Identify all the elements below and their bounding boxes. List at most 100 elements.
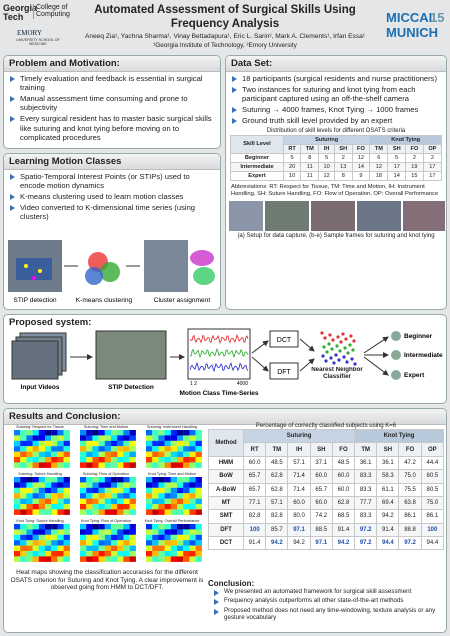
- heatmap-cell: [152, 430, 159, 436]
- heatmap-cell: [26, 534, 33, 541]
- scatter-dot: [353, 362, 357, 366]
- heatmap-cell: [152, 477, 159, 483]
- table-cell: 80.0: [287, 509, 311, 524]
- heatmap-cell: [38, 524, 46, 530]
- heatmap-cell: [117, 498, 124, 505]
- heatmap-cell: [170, 446, 178, 452]
- heatmap-cell: [51, 430, 58, 436]
- heatmap-cell: [92, 451, 99, 458]
- heatmap-cell: [129, 540, 136, 546]
- heatmap-cell: [57, 551, 64, 557]
- heatmap-cell: [164, 545, 171, 552]
- heatmap-cell: [146, 487, 153, 494]
- bullet: Manual assessment time consuming and pro…: [10, 94, 215, 112]
- heatmap-cell: [189, 493, 196, 499]
- heatmap-cell: [146, 545, 153, 552]
- heatmap-cell: [26, 482, 33, 488]
- heatmap-cell: [152, 451, 159, 458]
- heatmap-cell: [195, 440, 202, 447]
- heatmap-cell: [20, 457, 27, 463]
- table-cell: 60.0: [309, 469, 333, 484]
- bullet-list: Spatio-Temporal Interest Points (or STIP…: [4, 172, 220, 222]
- heatmap-cell: [14, 457, 21, 463]
- table-cell: 2: [333, 152, 353, 163]
- heatmap-cell: [104, 534, 112, 541]
- table-cell: 62.8: [265, 469, 289, 484]
- pipeline-label: Motion Class Time-Series: [180, 390, 259, 397]
- heatmap-cell: [129, 440, 136, 447]
- table-cell: 48.5: [331, 455, 356, 471]
- heatmap-cell: [170, 477, 178, 483]
- bullet-list: Timely evaluation and feedback is essent…: [4, 74, 220, 142]
- heatmap-cell: [183, 482, 190, 488]
- table-cell: 88.8: [398, 522, 422, 538]
- heatmap-cell: [146, 551, 153, 557]
- scatter-dot: [345, 360, 349, 364]
- heatmap-cell: [38, 446, 46, 452]
- table-cell: 11: [300, 170, 320, 181]
- bullet: Proposed method does not need any time-w…: [214, 607, 439, 622]
- heatmap-cell: [111, 440, 118, 447]
- heatmap-cell: [189, 440, 196, 447]
- heatmap-cell: [20, 504, 27, 510]
- heatmap-cell: [80, 509, 87, 515]
- table-cell: 5: [318, 152, 335, 163]
- heatmap-cell: [57, 529, 64, 535]
- heatmap-cell: [152, 524, 159, 530]
- heatmap-cell: [51, 534, 58, 541]
- heatmap-cell: [177, 457, 184, 463]
- heatmap-cell: [86, 487, 93, 494]
- column-header: FO: [405, 143, 424, 154]
- section-heading: Proposed system:: [9, 317, 92, 328]
- heatmap-cell: [164, 556, 171, 562]
- axis-label: 1 2: [190, 381, 197, 387]
- table-cell: 97.1: [309, 535, 333, 551]
- heatmap-cell: [86, 457, 93, 463]
- table-cell: 77.7: [354, 495, 378, 511]
- heatmap-cell: [86, 482, 93, 488]
- heatmap-cell: [177, 524, 184, 530]
- photo: [144, 240, 188, 292]
- heatmap-title: Knot Tying: Overall Performance: [144, 519, 200, 523]
- heatmap-cell: [38, 451, 46, 458]
- heatmap-cell: [51, 509, 58, 515]
- heatmap-cell: [86, 477, 93, 483]
- heatmap-cell: [183, 430, 190, 436]
- heatmap-cell: [111, 545, 118, 552]
- scatter-dot: [321, 354, 325, 358]
- heatmap-cell: [45, 509, 52, 515]
- table-cell: 13: [333, 161, 353, 172]
- heatmap-cell: [111, 477, 118, 483]
- table-cell: 2: [405, 152, 424, 163]
- heatmap-cell: [57, 446, 64, 452]
- heatmap-cell: [45, 556, 52, 562]
- heatmap-cell: [189, 435, 196, 441]
- scatter-dot: [327, 342, 331, 346]
- heatmap-cell: [117, 504, 124, 510]
- trace: [189, 361, 249, 373]
- heatmap-cell: [63, 482, 70, 488]
- heatmap-cell: [123, 509, 130, 515]
- heatmap-cell: [183, 498, 190, 505]
- heatmap-cell: [146, 524, 153, 530]
- heatmap-cell: [189, 524, 196, 530]
- heatmap-cell: [51, 504, 58, 510]
- heatmap-cell: [98, 440, 105, 447]
- heatmap: Knot Tying: Suture Handling: [8, 519, 72, 565]
- table-cell: 62.8: [331, 495, 356, 511]
- heatmap-cell: [32, 529, 39, 535]
- heatmap-cell: [45, 504, 52, 510]
- heatmap-cell: [152, 540, 159, 546]
- heatmap-cell: [146, 498, 153, 505]
- heatmap-image: [80, 477, 136, 515]
- row-header: HMM: [207, 455, 245, 471]
- heatmap-cell: [45, 430, 52, 436]
- heatmap-cell: [63, 524, 70, 530]
- heatmap-cell: [104, 440, 112, 447]
- heatmap-cell: [195, 430, 202, 436]
- heatmap-cell: [51, 551, 58, 557]
- bullet: Timely evaluation and feedback is essent…: [10, 74, 215, 92]
- heatmap: Knot Tying: Overall Performance: [140, 519, 204, 565]
- heatmap: Suturing: Suture Handling: [8, 472, 72, 518]
- heatmap-cell: [183, 551, 190, 557]
